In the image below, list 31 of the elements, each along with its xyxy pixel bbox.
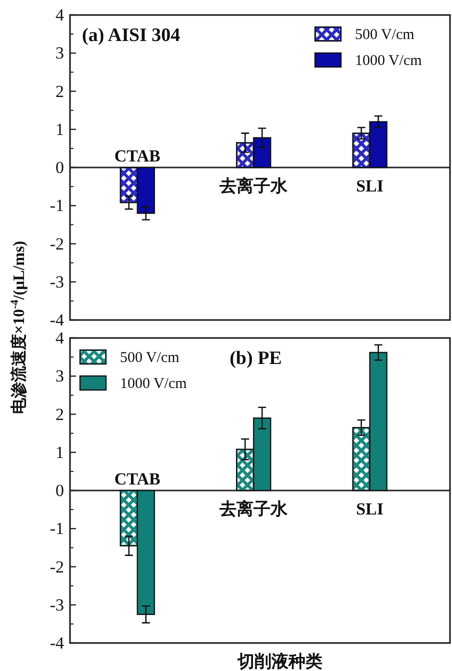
y-tick-label: 4 — [56, 6, 64, 24]
text: (b) PE — [230, 348, 282, 369]
y-tick-label: 0 — [56, 481, 64, 500]
x-tick-label: 去离子水 — [218, 500, 289, 518]
y-tick-label: 0 — [56, 158, 64, 177]
y-tick-label: 3 — [56, 366, 64, 386]
y-tick-label: 4 — [56, 328, 64, 348]
y-tick-label: 3 — [56, 44, 64, 63]
legend-label: 1000 V/cm — [120, 376, 188, 392]
y-tick-label: -4 — [50, 310, 64, 330]
x-tick-label: 去离子水 — [218, 176, 289, 196]
y-tick-label: -3 — [50, 595, 64, 614]
legend-label: 1000 V/cm — [355, 53, 422, 69]
y-tick-label: -2 — [50, 557, 64, 576]
x-tick-label: SLI — [356, 176, 384, 196]
x-axis-title: 切削液种类 — [236, 652, 322, 671]
y-tick-label: 1 — [56, 120, 64, 139]
y-tick-label: -3 — [50, 272, 64, 292]
y-tick-label: 2 — [56, 404, 64, 424]
y-tick-label: -4 — [50, 634, 64, 652]
legend-label: 500 V/cm — [355, 27, 415, 43]
x-tick-label: SLI — [356, 500, 384, 518]
x-tick-label: CTAB — [114, 146, 160, 166]
y-tick-label: -1 — [50, 196, 64, 216]
y-tick-label: -2 — [50, 234, 64, 254]
legend-label: 500 V/cm — [120, 350, 180, 366]
y-tick-label: 2 — [56, 82, 64, 101]
y-tick-label: 1 — [56, 442, 64, 462]
x-tick-label: CTAB — [114, 470, 160, 488]
text: (a) AISI 304 — [82, 25, 181, 46]
y-tick-label: -1 — [50, 519, 64, 538]
